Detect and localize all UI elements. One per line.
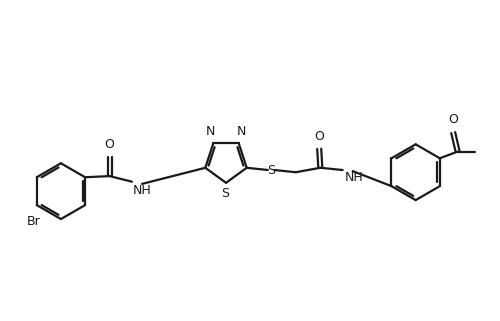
Text: S: S: [221, 187, 229, 200]
Text: O: O: [448, 114, 458, 126]
Text: Br: Br: [26, 215, 40, 228]
Text: S: S: [267, 163, 275, 177]
Text: O: O: [314, 130, 324, 143]
Text: NH: NH: [344, 171, 363, 184]
Text: NH: NH: [133, 184, 152, 197]
Text: O: O: [104, 138, 115, 151]
Text: N: N: [237, 126, 246, 138]
Text: N: N: [206, 126, 215, 138]
